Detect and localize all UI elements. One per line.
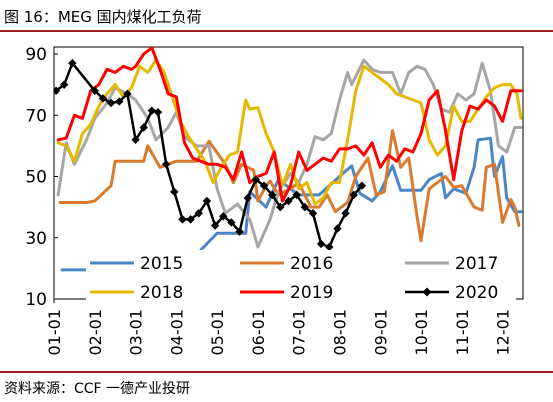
y-tick-label: 90	[25, 45, 47, 65]
line-chart: 10 30 50 70 90 01-01 02-01 03-01 04-01 05-01 06-01…	[25, 45, 524, 356]
data-point-2020	[59, 80, 69, 89]
legend-marker-2020	[422, 287, 432, 297]
x-tick-label: 03-01	[127, 309, 146, 356]
data-point-2020	[115, 97, 124, 106]
data-point-2020	[161, 160, 171, 169]
data-point-2020	[357, 181, 367, 190]
data-point-2020	[292, 190, 301, 200]
data-point-2020	[341, 209, 350, 218]
data-point-2020	[90, 86, 99, 95]
x-tick-label: 11-01	[453, 309, 472, 356]
legend-label-2019: 2019	[290, 283, 333, 303]
x-tick-label: 02-01	[86, 309, 105, 356]
data-point-2020	[68, 58, 77, 68]
y-tick-label: 50	[25, 168, 47, 188]
data-point-2020	[325, 242, 334, 252]
data-point-2020	[308, 209, 318, 218]
data-point-2020	[178, 215, 187, 224]
data-point-2020	[349, 190, 358, 200]
data-point-2020	[170, 187, 179, 197]
data-point-2020	[210, 221, 220, 230]
y-tick-label: 30	[25, 229, 47, 249]
y-tick-label: 10	[25, 290, 47, 310]
data-point-2020	[300, 202, 310, 212]
data-point-2020	[123, 89, 132, 99]
x-tick-label: 06-01	[249, 309, 268, 356]
data-point-2020	[153, 107, 163, 117]
figure-header: 图 16：MEG 国内煤化工负荷	[0, 0, 553, 30]
x-tick-label: 10-01	[412, 309, 431, 356]
data-point-2020	[202, 196, 212, 206]
series-line-2018	[56, 58, 523, 206]
data-point-2020	[54, 86, 61, 95]
x-tick-label: 04-01	[167, 309, 186, 356]
data-point-2020	[98, 94, 108, 103]
legend-background	[86, 250, 516, 303]
legend-label-2018: 2018	[140, 283, 183, 303]
series-line-2019	[56, 47, 523, 203]
data-point-2020	[139, 123, 148, 132]
data-point-2020	[227, 218, 236, 227]
data-point-2020	[276, 202, 285, 212]
series-line-2020	[54, 61, 364, 249]
x-tick-label: 05-01	[208, 309, 227, 356]
data-point-2020	[194, 209, 203, 218]
data-point-2020	[219, 212, 228, 221]
header-divider	[0, 30, 553, 32]
data-point-2020	[259, 181, 269, 190]
x-tick-label: 09-01	[371, 309, 390, 356]
source-note: 资料来源：CCF 一德产业投研	[4, 381, 191, 397]
series-group	[54, 47, 523, 272]
data-point-2020	[147, 106, 157, 115]
x-tick-label: 08-01	[330, 309, 349, 356]
series-line-2017	[56, 58, 523, 249]
series-line-2016	[58, 129, 521, 243]
footer-divider	[0, 371, 553, 373]
data-point-2020	[106, 98, 116, 108]
data-point-2020	[235, 227, 244, 236]
x-tick-label: 12-01	[494, 309, 513, 356]
figure-title: 图 16：MEG 国内煤化工负荷	[4, 8, 202, 26]
data-point-2020	[251, 175, 261, 184]
data-point-2020	[316, 239, 326, 249]
data-point-2020	[131, 135, 140, 144]
data-point-2020	[186, 215, 195, 224]
x-tick-label: 07-01	[290, 309, 309, 356]
legend-label-2015: 2015	[140, 254, 183, 274]
legend-label-2016: 2016	[290, 254, 333, 274]
data-point-2020	[243, 193, 252, 203]
x-tick-label: 01-01	[45, 309, 64, 356]
legend-label-2020: 2020	[455, 283, 498, 303]
data-point-2020	[333, 224, 342, 233]
legend-label-2017: 2017	[455, 254, 498, 274]
data-point-2020	[284, 196, 293, 206]
y-tick-label: 70	[25, 106, 47, 126]
data-point-2020	[267, 190, 277, 200]
